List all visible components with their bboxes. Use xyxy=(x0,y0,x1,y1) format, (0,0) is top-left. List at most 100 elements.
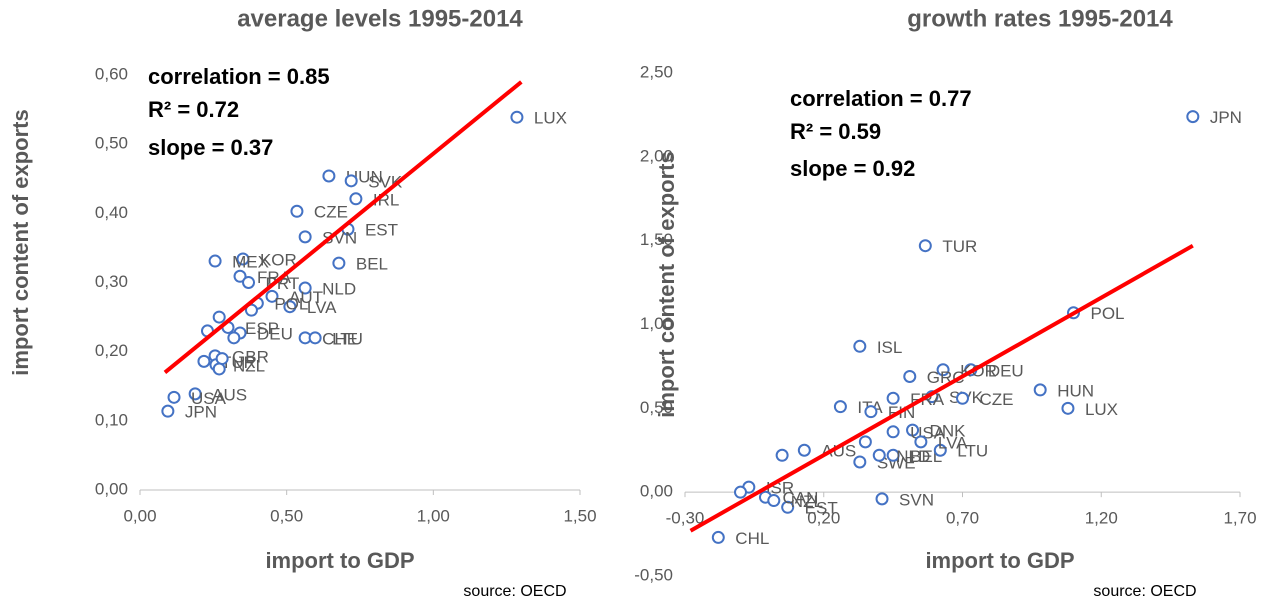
point-label: BEL xyxy=(356,255,388,274)
x-tick-label: 1,70 xyxy=(1223,509,1256,528)
point xyxy=(1033,383,1047,397)
point xyxy=(858,435,872,449)
point xyxy=(875,492,889,506)
point-label: DEU xyxy=(257,324,293,343)
point xyxy=(510,110,524,124)
point-label: EST xyxy=(805,499,838,518)
point-label: CZE xyxy=(314,203,348,222)
point xyxy=(1186,110,1200,124)
point xyxy=(853,455,867,469)
y-tick-label: 0,40 xyxy=(95,203,128,222)
y-tick-label: 0,20 xyxy=(95,341,128,360)
point xyxy=(233,269,247,283)
trendline xyxy=(163,80,523,374)
point xyxy=(332,256,346,270)
point xyxy=(344,174,358,188)
point xyxy=(215,352,229,366)
x-tick-label: 0,70 xyxy=(946,509,979,528)
point-label: ESP xyxy=(245,319,279,338)
point-label: POL xyxy=(274,295,308,314)
point xyxy=(349,192,363,206)
annotation: slope = 0.92 xyxy=(790,156,915,181)
point xyxy=(914,435,928,449)
point xyxy=(265,289,279,303)
point xyxy=(833,400,847,414)
point-label: USA xyxy=(191,389,227,408)
point xyxy=(188,387,202,401)
trendline xyxy=(689,243,1194,533)
point xyxy=(242,276,256,289)
point xyxy=(853,339,867,353)
x-tick-label: 1,20 xyxy=(1085,509,1118,528)
point xyxy=(906,423,920,437)
point xyxy=(1061,401,1075,415)
point-label: CZE xyxy=(980,390,1014,409)
point xyxy=(208,254,222,268)
point xyxy=(886,448,900,462)
chart-title: average levels 1995-2014 xyxy=(237,5,523,32)
point-label: SWE xyxy=(877,453,916,472)
point-label: NZL xyxy=(791,492,823,511)
point xyxy=(212,310,226,324)
point-label: AUS xyxy=(821,442,856,461)
point xyxy=(244,303,258,317)
x-tick-label: -0,30 xyxy=(666,509,705,528)
x-tick-label: 1,50 xyxy=(563,506,596,525)
source: source: OECD xyxy=(463,583,566,600)
y-tick-label: 0,00 xyxy=(640,482,673,501)
y-axis-title: import content of exports xyxy=(654,151,679,417)
point-label: GBR xyxy=(232,347,269,366)
x-axis-title: import to GDP xyxy=(925,548,1074,573)
annotation: slope = 0.37 xyxy=(148,135,273,160)
point-label: SVN xyxy=(899,490,934,509)
point-label: LVA xyxy=(938,433,968,452)
point-label: TUR xyxy=(221,353,256,372)
y-tick-label: 0,10 xyxy=(95,410,128,429)
point-label: CAN xyxy=(782,489,818,508)
point-label: LTU xyxy=(957,442,988,461)
point xyxy=(283,300,297,314)
point xyxy=(903,369,917,383)
annotation: R² = 0.59 xyxy=(790,119,881,144)
point xyxy=(775,448,789,462)
point xyxy=(227,331,241,345)
annotation: R² = 0.72 xyxy=(148,97,239,122)
point xyxy=(936,363,950,377)
x-tick-label: 0,00 xyxy=(123,506,156,525)
point xyxy=(322,169,336,183)
point-label: EST xyxy=(365,221,398,240)
point-label: TUR xyxy=(942,237,977,256)
point xyxy=(918,239,932,253)
point xyxy=(734,485,747,499)
point-label: PRT xyxy=(266,274,300,293)
point-label: ISL xyxy=(877,338,903,357)
point xyxy=(886,391,900,405)
point-label: LUX xyxy=(1085,400,1118,419)
point-label: KOR xyxy=(260,250,297,269)
point xyxy=(872,448,886,462)
point xyxy=(308,331,322,345)
point-label: FRA xyxy=(257,268,292,287)
x-tick-label: 0,50 xyxy=(270,506,303,525)
y-tick-label: 1,50 xyxy=(640,230,673,249)
point-label: LUX xyxy=(534,109,567,128)
y-tick-label: 2,50 xyxy=(640,62,673,81)
point xyxy=(767,494,781,508)
point-label: POL xyxy=(1091,304,1125,323)
y-tick-label: 0,60 xyxy=(95,64,128,83)
point-label: AUS xyxy=(212,385,247,404)
point-label: NLD xyxy=(896,447,930,466)
point-label: LVA xyxy=(307,298,337,317)
point-label: DNK xyxy=(930,422,967,441)
point-label: JPN xyxy=(185,403,217,422)
y-tick-label: 1,00 xyxy=(640,314,673,333)
point-label: CHE xyxy=(322,329,358,348)
y-tick-label: 0,50 xyxy=(95,134,128,153)
point-label: SVN xyxy=(322,228,357,247)
point-label: FRA xyxy=(910,390,945,409)
point xyxy=(298,230,312,244)
point xyxy=(212,362,226,376)
y-tick-label: -0,50 xyxy=(634,565,673,584)
point xyxy=(197,354,211,368)
point xyxy=(290,204,304,218)
